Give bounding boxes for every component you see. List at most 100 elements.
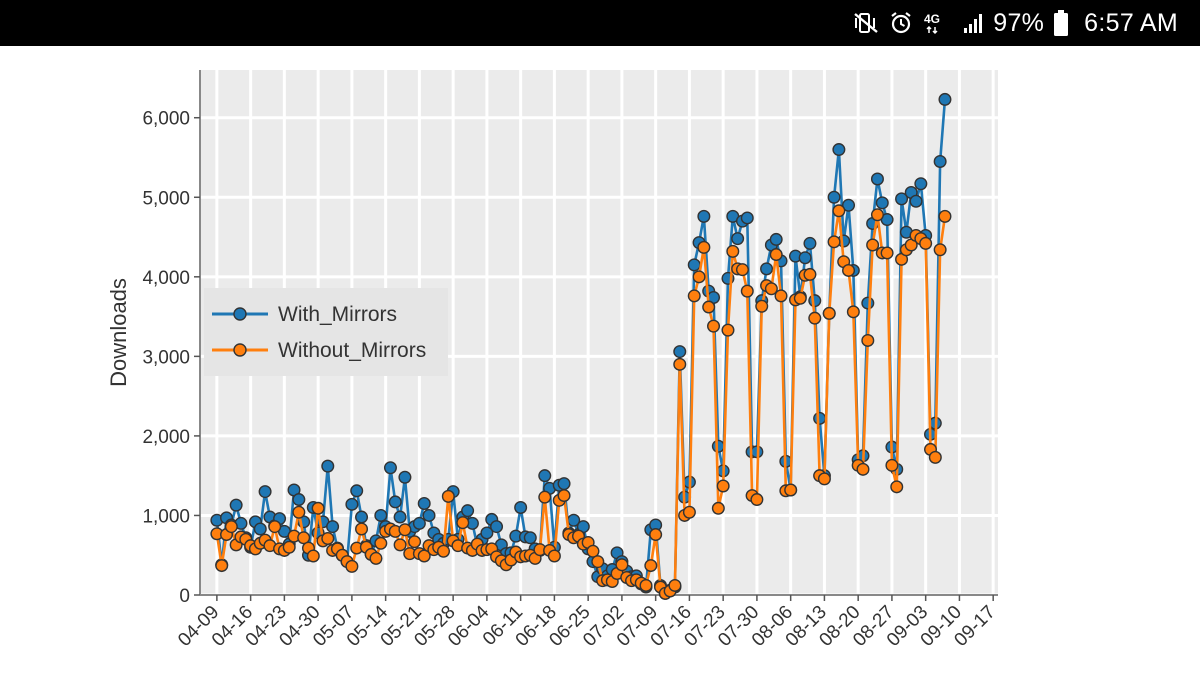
legend-box xyxy=(204,288,448,376)
data-point xyxy=(769,232,783,246)
data-point xyxy=(726,244,740,258)
data-point xyxy=(808,294,822,308)
data-point xyxy=(557,477,571,491)
data-point xyxy=(412,516,426,530)
data-point xyxy=(441,489,455,503)
data-point xyxy=(398,470,412,484)
data-point xyxy=(311,501,325,515)
data-point xyxy=(393,510,407,524)
data-point xyxy=(374,508,388,522)
data-point xyxy=(774,289,788,303)
data-point xyxy=(374,536,388,550)
data-point xyxy=(832,204,846,218)
y-tick-label: 2,000 xyxy=(142,427,190,448)
data-point xyxy=(798,251,812,265)
data-point xyxy=(707,319,721,333)
data-point xyxy=(321,532,335,546)
legend: With_Mirrors Without_Mirrors xyxy=(204,288,448,376)
data-point xyxy=(740,284,754,298)
data-point xyxy=(668,578,682,592)
data-point xyxy=(817,472,831,486)
data-point xyxy=(861,296,875,310)
data-point xyxy=(480,526,494,540)
data-point xyxy=(702,300,716,314)
data-point xyxy=(914,177,928,191)
legend-marker xyxy=(233,343,247,357)
data-point xyxy=(586,544,600,558)
data-point xyxy=(735,263,749,277)
data-point xyxy=(383,461,397,475)
y-axis-ticks: 0 1,000 2,000 3,000 4,000 5,000 6,000 xyxy=(142,109,200,607)
battery-percent: 97% xyxy=(993,8,1045,37)
data-point xyxy=(355,510,369,524)
data-point xyxy=(721,323,735,337)
data-point xyxy=(682,505,696,519)
data-point xyxy=(870,172,884,186)
data-point xyxy=(827,235,841,249)
data-point xyxy=(345,559,359,573)
data-point xyxy=(268,520,282,534)
data-point xyxy=(842,198,856,212)
data-point xyxy=(388,495,402,509)
data-point xyxy=(856,462,870,476)
data-point xyxy=(538,469,552,483)
data-point xyxy=(490,520,504,534)
data-point xyxy=(822,306,836,320)
data-point xyxy=(928,450,942,464)
data-point xyxy=(258,485,272,499)
clock-time: 6:57 AM xyxy=(1084,8,1178,37)
data-point xyxy=(673,345,687,359)
data-point xyxy=(697,209,711,223)
status-bar: 4G 97% 6:57 AM xyxy=(0,0,1200,46)
data-point xyxy=(639,578,653,592)
data-point xyxy=(711,501,725,515)
data-point xyxy=(909,194,923,208)
data-point xyxy=(832,143,846,157)
y-tick-label: 0 xyxy=(179,586,190,607)
mute-vibrate-icon xyxy=(853,12,879,34)
data-point xyxy=(692,270,706,284)
data-point xyxy=(861,333,875,347)
data-point xyxy=(687,289,701,303)
series-layer xyxy=(210,92,952,600)
data-point xyxy=(292,493,306,507)
x-axis-ticks: 04-0904-1604-2304-3005-0705-1405-2105-28… xyxy=(174,595,1000,651)
data-point xyxy=(827,190,841,204)
data-point xyxy=(803,267,817,281)
data-point xyxy=(885,458,899,472)
data-point xyxy=(649,528,663,542)
downloads-line-chart: 0 1,000 2,000 3,000 4,000 5,000 6,000 04-0904-… xyxy=(106,70,1000,651)
data-point xyxy=(803,236,817,250)
data-point xyxy=(408,535,422,549)
y-tick-label: 6,000 xyxy=(142,109,190,130)
data-point xyxy=(306,549,320,563)
legend-marker xyxy=(233,307,247,321)
data-point xyxy=(740,211,754,225)
data-point xyxy=(933,154,947,168)
data-point xyxy=(523,531,537,545)
data-point xyxy=(760,262,774,276)
data-point xyxy=(697,240,711,254)
data-point xyxy=(456,516,470,530)
data-point xyxy=(297,531,311,545)
y-tick-label: 1,000 xyxy=(142,506,190,527)
data-point xyxy=(215,559,229,573)
data-point xyxy=(933,243,947,257)
data-point xyxy=(292,505,306,519)
data-point xyxy=(890,480,904,494)
data-point xyxy=(417,549,431,563)
data-point xyxy=(326,520,340,534)
series-without-mirrors xyxy=(210,204,952,600)
data-point xyxy=(875,196,889,210)
legend-label: Without_Mirrors xyxy=(278,339,426,362)
data-point xyxy=(764,282,778,296)
data-point xyxy=(870,208,884,222)
y-tick-label: 3,000 xyxy=(142,347,190,368)
data-point xyxy=(846,305,860,319)
data-point xyxy=(842,263,856,277)
y-tick-label: 4,000 xyxy=(142,268,190,289)
data-point xyxy=(224,520,238,534)
data-point xyxy=(644,559,658,573)
data-point xyxy=(615,558,629,572)
signal-icon xyxy=(963,12,985,34)
